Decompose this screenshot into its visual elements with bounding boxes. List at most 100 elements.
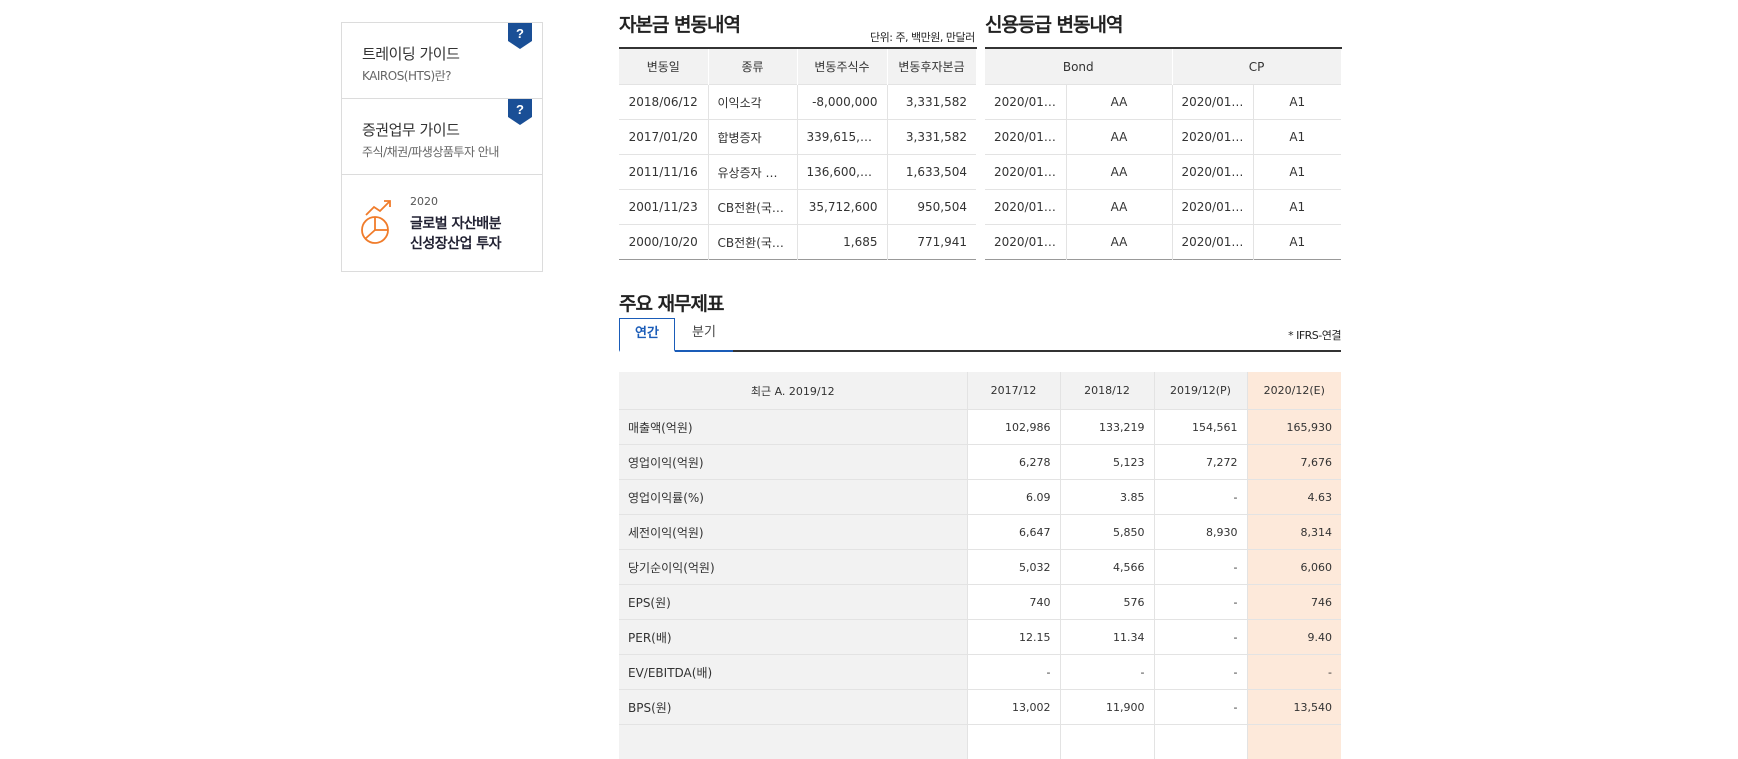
type-cell: CB전환(국내) xyxy=(708,225,797,260)
capital-after-cell: 3,331,582 xyxy=(887,85,976,120)
table-header-row: 변동일 종류 변동주식수 변동후자본금 xyxy=(619,48,976,85)
value-cell: 5,850 xyxy=(1060,515,1154,550)
table-row: 영업이익(억원) 6,278 5,123 7,272 7,676 xyxy=(619,445,1341,480)
estimate-cell: 13,540 xyxy=(1247,690,1341,725)
table-row: 2011/11/16 유상증자 주… 136,600,000 1,633,504 xyxy=(619,155,976,190)
tab-annual[interactable]: 연간 xyxy=(619,318,675,352)
capital-after-cell: 771,941 xyxy=(887,225,976,260)
bond-date-cell: 2020/01/14 xyxy=(985,225,1066,260)
value-cell: 12.15 xyxy=(967,620,1060,655)
help-badge-icon[interactable]: ? xyxy=(508,99,532,125)
cp-date-cell: 2020/01/14 xyxy=(1172,225,1253,260)
value-cell: 133,219 xyxy=(1060,410,1154,445)
capital-change-table: 변동일 종류 변동주식수 변동후자본금 2018/06/12 이익소각 -8,0… xyxy=(619,47,977,260)
column-header: 종류 xyxy=(708,48,797,85)
trading-guide-card[interactable]: 트레이딩 가이드 KAIROS(HTS)란? ? xyxy=(342,23,542,99)
row-label: 세전이익(억원) xyxy=(619,515,967,550)
table-row: PER(배) 12.15 11.34 - 9.40 xyxy=(619,620,1341,655)
row-label: 영업이익(억원) xyxy=(619,445,967,480)
value-cell: 13,002 xyxy=(967,690,1060,725)
table-row: 매출액(억원) 102,986 133,219 154,561 165,930 xyxy=(619,410,1341,445)
table-row: 2020/01/28 AA 2020/01/28 A1 xyxy=(985,155,1341,190)
table-row: 2017/01/20 합병증자 339,615,517 3,331,582 xyxy=(619,120,976,155)
column-header: 변동후자본금 xyxy=(887,48,976,85)
estimate-cell: 4.63 xyxy=(1247,480,1341,515)
capital-unit-note: 단위: 주, 백만원, 만달러 xyxy=(870,29,975,45)
bond-header: Bond xyxy=(985,48,1172,85)
date-cell: 2011/11/16 xyxy=(619,155,708,190)
estimate-cell: 6,060 xyxy=(1247,550,1341,585)
table-row: 영업이익률(%) 6.09 3.85 - 4.63 xyxy=(619,480,1341,515)
type-cell: 유상증자 주… xyxy=(708,155,797,190)
column-header: 변동주식수 xyxy=(797,48,887,85)
value-cell: 11.34 xyxy=(1060,620,1154,655)
value-cell: 154,561 xyxy=(1154,410,1247,445)
value-cell: 5,032 xyxy=(967,550,1060,585)
date-cell: 2001/11/23 xyxy=(619,190,708,225)
value-cell: 576 xyxy=(1060,585,1154,620)
help-badge-icon[interactable]: ? xyxy=(508,23,532,49)
table-row: 2020/01/26 AA 2020/01/26 A1 xyxy=(985,190,1341,225)
cp-header: CP xyxy=(1172,48,1341,85)
row-label: EPS(원) xyxy=(619,585,967,620)
bond-rating-cell: AA xyxy=(1066,155,1172,190)
capital-after-cell: 950,504 xyxy=(887,190,976,225)
trading-guide-subtitle: KAIROS(HTS)란? xyxy=(362,67,451,84)
row-label: BPS(원) xyxy=(619,690,967,725)
value-cell: 6.09 xyxy=(967,480,1060,515)
shares-change-cell: -8,000,000 xyxy=(797,85,887,120)
cp-rating-cell: A1 xyxy=(1253,225,1341,260)
table-row: 당기순이익(억원) 5,032 4,566 - 6,060 xyxy=(619,550,1341,585)
column-header: 2019/12(P) xyxy=(1154,372,1247,410)
value-cell: - xyxy=(1154,550,1247,585)
column-header: 2018/12 xyxy=(1060,372,1154,410)
value-cell: 5,123 xyxy=(1060,445,1154,480)
value-cell: 740 xyxy=(967,585,1060,620)
table-header-row: Bond CP xyxy=(985,48,1341,85)
estimate-cell: - xyxy=(1247,655,1341,690)
value-cell: - xyxy=(1154,655,1247,690)
cp-rating-cell: A1 xyxy=(1253,85,1341,120)
date-cell: 2018/06/12 xyxy=(619,85,708,120)
table-row: 2020/01/30 AA 2020/01/30 A1 xyxy=(985,85,1341,120)
promo-line-2: 신성장산업 투자 xyxy=(410,233,501,253)
table-header-row: 최근 A. 2019/12 2017/12 2018/12 2019/12(P)… xyxy=(619,372,1341,410)
table-row: 2018/06/12 이익소각 -8,000,000 3,331,582 xyxy=(619,85,976,120)
global-asset-promo-banner[interactable]: 2020 글로벌 자산배분 신성장산업 투자 xyxy=(342,175,542,271)
shares-change-cell: 136,600,000 xyxy=(797,155,887,190)
column-header: 변동일 xyxy=(619,48,708,85)
value-cell: 11,900 xyxy=(1060,690,1154,725)
value-cell: - xyxy=(1154,585,1247,620)
credit-rating-title: 신용등급 변동내역 xyxy=(985,10,1122,37)
securities-guide-card[interactable]: 증권업무 가이드 주식/채권/파생상품투자 안내 ? xyxy=(342,99,542,175)
row-label: 영업이익률(%) xyxy=(619,480,967,515)
row-label: 당기순이익(억원) xyxy=(619,550,967,585)
table-row: 세전이익(억원) 6,647 5,850 8,930 8,314 xyxy=(619,515,1341,550)
chart-pie-icon xyxy=(360,199,394,245)
ifrs-note: * IFRS-연결 xyxy=(1288,327,1341,343)
tab-quarterly[interactable]: 분기 xyxy=(675,318,733,352)
value-cell: - xyxy=(1154,480,1247,515)
column-header: 2017/12 xyxy=(967,372,1060,410)
table-row: EV/EBITDA(배) - - - - xyxy=(619,655,1341,690)
date-cell: 2017/01/20 xyxy=(619,120,708,155)
cp-rating-cell: A1 xyxy=(1253,155,1341,190)
value-cell: 102,986 xyxy=(967,410,1060,445)
cp-date-cell: 2020/01/28 xyxy=(1172,155,1253,190)
row-label: 매출액(억원) xyxy=(619,410,967,445)
financial-summary-table: 최근 A. 2019/12 2017/12 2018/12 2019/12(P)… xyxy=(619,372,1341,759)
row-label: PER(배) xyxy=(619,620,967,655)
bond-date-cell: 2020/01/26 xyxy=(985,190,1066,225)
value-cell xyxy=(1154,725,1247,759)
table-row xyxy=(619,725,1341,759)
value-cell: - xyxy=(967,655,1060,690)
trading-guide-title: 트레이딩 가이드 xyxy=(362,43,459,64)
shares-change-cell: 1,685 xyxy=(797,225,887,260)
capital-after-cell: 3,331,582 xyxy=(887,120,976,155)
promo-year: 2020 xyxy=(410,195,438,208)
value-cell: - xyxy=(1154,690,1247,725)
table-row: EPS(원) 740 576 - 746 xyxy=(619,585,1341,620)
row-label xyxy=(619,725,967,759)
table-row: 2020/01/14 AA 2020/01/14 A1 xyxy=(985,225,1341,260)
value-cell: - xyxy=(1060,655,1154,690)
